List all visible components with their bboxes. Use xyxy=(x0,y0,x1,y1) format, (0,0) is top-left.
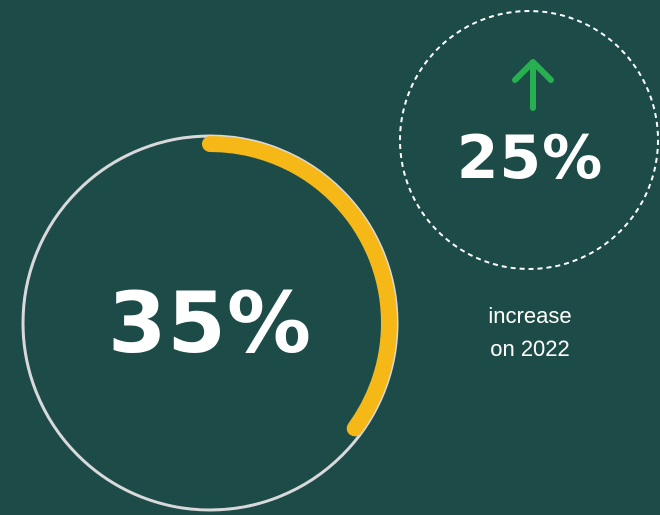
change-percentage: 25% xyxy=(456,123,604,193)
caption-line-2: on 2022 xyxy=(490,336,570,361)
arrow-up-icon xyxy=(505,56,561,112)
caption-line-1: increase xyxy=(488,303,572,328)
dashed-circle xyxy=(398,9,660,271)
progress-ring-fill xyxy=(23,136,397,510)
main-percentage: 35% xyxy=(107,274,313,372)
change-caption: increase on 2022 xyxy=(440,299,620,365)
progress-ring xyxy=(20,133,400,513)
